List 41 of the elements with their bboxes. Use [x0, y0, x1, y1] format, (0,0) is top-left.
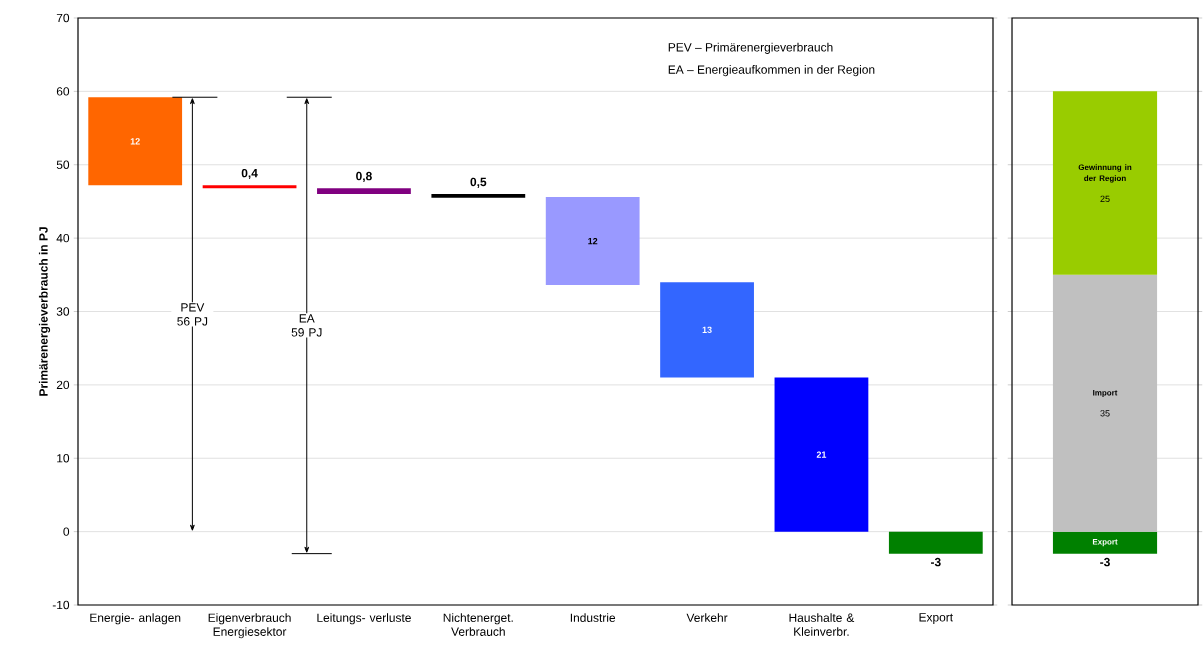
y-tick-label: 40 — [56, 233, 70, 243]
bar — [545, 197, 640, 286]
y-tick-label: 70 — [56, 13, 70, 23]
y-tick-label: 0 — [63, 527, 70, 536]
x-tick-label: Verkehr — [686, 613, 728, 622]
y-tick-label: 50 — [56, 160, 70, 169]
x-tick-label: Nichtenerget. Verbrauch — [443, 613, 513, 636]
bar — [431, 194, 526, 198]
data-label: 0,5 — [470, 177, 487, 188]
data-label: 12 — [588, 237, 598, 245]
y-tick-label: 20 — [56, 380, 70, 390]
bar — [888, 531, 983, 554]
annotation: EA – Energieaufkommen in der Region — [668, 65, 875, 77]
x-tick-label: Industrie — [570, 613, 616, 622]
y-tick-label: -10 — [52, 600, 70, 610]
annotation: PEV 56 PJ — [177, 303, 208, 326]
bar — [317, 188, 411, 195]
data-label: -3 — [930, 557, 941, 567]
x-tick-label: Eigenverbrauch Energiesektor — [208, 613, 291, 639]
data-label: -3 — [1100, 557, 1110, 567]
y-tick-label: 10 — [57, 454, 70, 463]
y-tick-label: 30 — [56, 307, 70, 316]
y-axis-title: Primärenergieverbrauch in PJ — [38, 227, 51, 396]
x-tick-label: Export — [919, 613, 953, 624]
data-label: 21 — [816, 451, 827, 458]
annotation: PEV – Primärenergieverbrauch — [668, 42, 833, 54]
data-label: 13 — [702, 326, 712, 334]
bar — [774, 377, 869, 532]
data-label: 35 — [1100, 410, 1110, 417]
x-tick-label: Energie- anlagen — [90, 613, 181, 625]
data-label: 0,8 — [356, 171, 372, 183]
bar — [202, 185, 297, 189]
data-label: 12 — [130, 138, 140, 145]
x-tick-label: Leitungs- verluste — [317, 613, 411, 625]
annotation: EA 59 PJ — [291, 314, 322, 337]
bar — [88, 97, 183, 186]
data-label: 25 — [1100, 195, 1110, 202]
bar — [660, 282, 754, 378]
data-label: 0,4 — [241, 168, 258, 180]
x-tick-label: Haushalte & Kleinverbr. — [789, 613, 855, 636]
y-tick-label: 60 — [56, 87, 70, 96]
